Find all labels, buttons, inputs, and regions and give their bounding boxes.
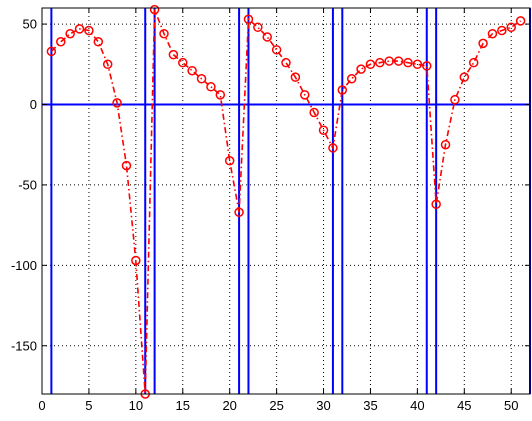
data-point — [224, 156, 235, 166]
data-point — [206, 82, 216, 92]
data-point — [168, 49, 179, 60]
data-point — [506, 22, 516, 33]
data-point — [159, 28, 169, 39]
data-point — [412, 59, 423, 70]
data-point — [271, 45, 282, 55]
data-point — [281, 57, 291, 68]
data-point — [102, 59, 113, 70]
data-point — [375, 57, 385, 68]
data-point — [46, 46, 57, 57]
data-point — [478, 38, 488, 49]
grid — [42, 8, 530, 394]
x-tick-label: 5 — [85, 398, 92, 413]
x-tick-label: 15 — [176, 398, 190, 413]
vertical-lines — [50, 8, 531, 394]
series-markers — [46, 4, 526, 399]
data-point — [393, 56, 404, 66]
data-point — [74, 24, 85, 34]
y-tick-label: 0 — [30, 97, 37, 112]
y-tick-label: -150 — [11, 338, 37, 353]
y-axis-ticks: -150 -100 -50 0 50 — [11, 17, 530, 353]
axes-box — [41, 7, 531, 395]
data-point — [422, 61, 432, 71]
data-point — [365, 59, 376, 70]
data-point — [178, 57, 188, 68]
data-point — [121, 160, 132, 171]
data-point — [253, 22, 263, 33]
data-point — [328, 143, 338, 153]
data-point — [65, 28, 75, 39]
data-point — [384, 56, 394, 66]
data-point — [234, 207, 244, 218]
data-point — [318, 125, 329, 135]
x-tick-label: 10 — [129, 398, 143, 413]
data-point — [187, 65, 197, 76]
data-point — [440, 139, 451, 150]
data-point — [290, 72, 301, 82]
x-tick-label: 25 — [269, 398, 283, 413]
x-tick-label: 30 — [316, 398, 330, 413]
data-point — [243, 14, 254, 25]
data-point — [93, 37, 104, 47]
y-tick-label: -100 — [11, 258, 37, 273]
data-point — [84, 25, 94, 36]
data-point — [346, 74, 357, 84]
data-point — [468, 57, 479, 68]
series-line — [50, 9, 522, 395]
data-point — [431, 199, 441, 209]
x-tick-label: 0 — [38, 398, 45, 413]
y-tick-label: -50 — [18, 177, 37, 192]
data-point — [515, 16, 526, 26]
data-point — [196, 74, 207, 84]
series-polyline — [50, 9, 522, 395]
data-point — [262, 32, 272, 42]
data-point — [112, 98, 122, 108]
data-point — [131, 255, 141, 266]
data-point — [403, 57, 413, 68]
x-tick-label: 20 — [222, 398, 236, 413]
data-point — [459, 72, 470, 82]
data-point — [149, 4, 160, 15]
data-point — [450, 94, 460, 105]
x-tick-label: 50 — [504, 398, 518, 413]
data-point — [356, 64, 366, 74]
data-point — [215, 90, 226, 100]
x-axis-ticks: 0 5 10 15 20 25 30 35 40 45 50 — [38, 8, 518, 413]
data-point — [56, 37, 66, 47]
x-tick-label: 45 — [457, 398, 471, 413]
data-point — [487, 28, 498, 39]
data-point — [309, 107, 319, 118]
data-point — [337, 85, 348, 95]
x-tick-label: 35 — [363, 398, 377, 413]
x-tick-label: 40 — [410, 398, 424, 413]
data-point — [300, 90, 310, 100]
data-point — [497, 25, 507, 36]
y-tick-label: 50 — [23, 17, 37, 32]
